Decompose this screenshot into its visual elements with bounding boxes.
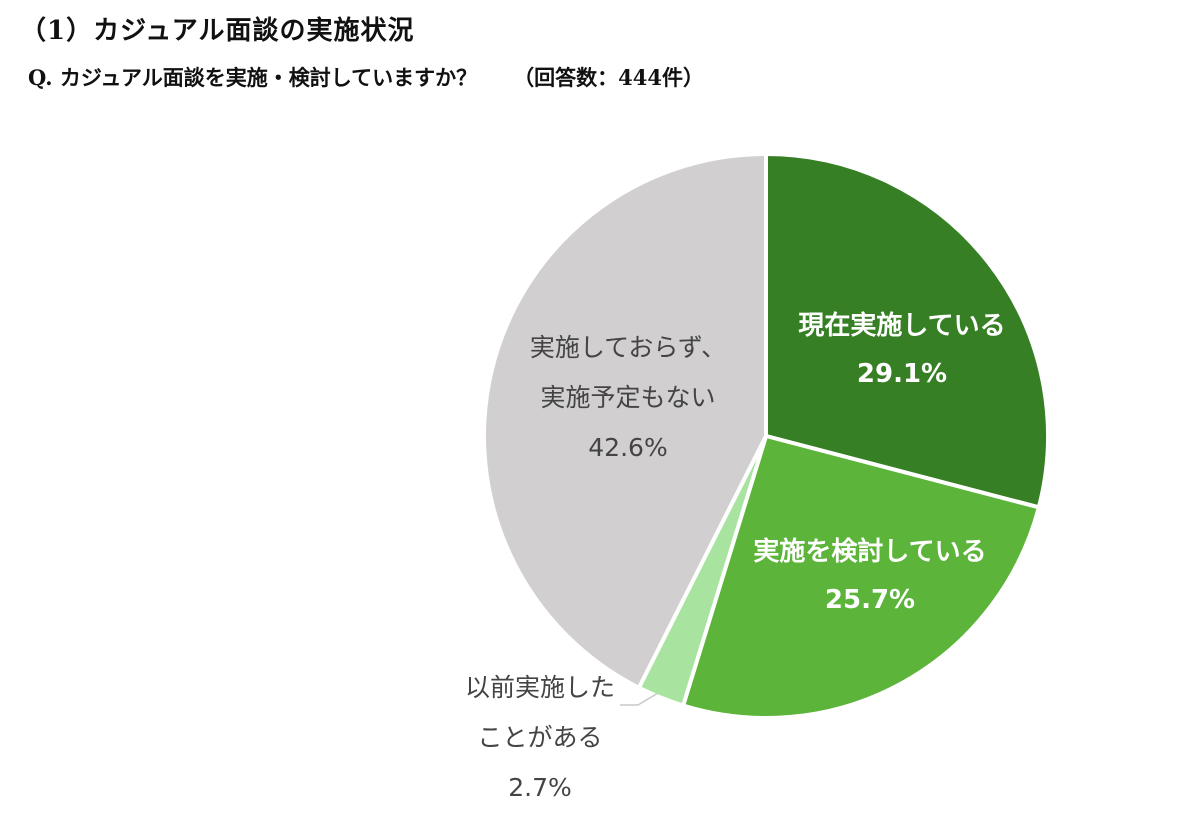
data-label-category: 実施予定もない <box>540 383 715 412</box>
data-label-value: 25.7% <box>825 585 915 615</box>
leader-line <box>620 692 659 706</box>
section-title: （1）カジュアル面談の実施状況 <box>20 16 415 46</box>
data-label-value: 2.7% <box>508 773 572 802</box>
data-label-category: ことがある <box>477 723 602 752</box>
pie-slice <box>764 152 1050 510</box>
data-label-category: 実施を検討している <box>753 536 986 567</box>
data-label-value: 42.6% <box>588 433 667 462</box>
pie-slice <box>482 152 768 690</box>
data-label-category: 以前実施した <box>465 673 615 702</box>
question-text: Q. カジュアル面談を実施・検討していますか？ <box>28 65 478 90</box>
question-row: Q. カジュアル面談を実施・検討していますか？ （回答数：444件） <box>28 62 704 92</box>
pie-slices <box>482 152 1050 720</box>
response-count: （回答数：444件） <box>513 65 704 90</box>
data-label-value: 29.1% <box>857 359 947 389</box>
data-label-category: 実施しておらず、 <box>530 333 726 362</box>
data-label-category: 現在実施している <box>798 310 1005 341</box>
pie-slice <box>681 434 1041 720</box>
